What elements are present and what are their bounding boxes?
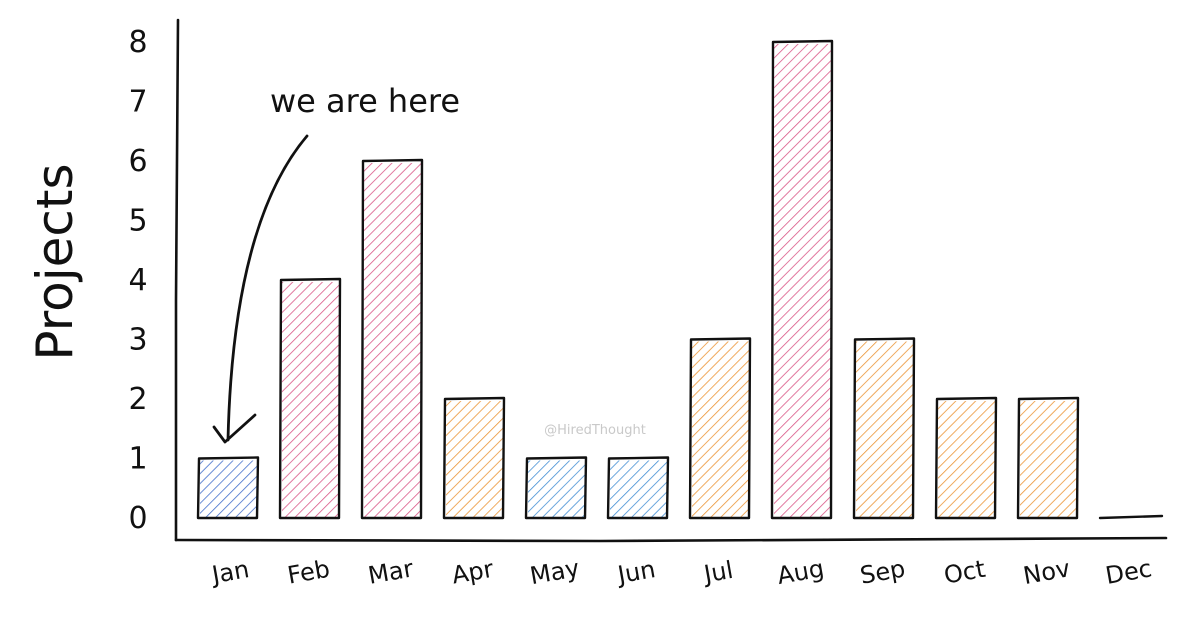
- bar-sep: [856, 341, 914, 518]
- bar-jan: [200, 460, 258, 518]
- bar-outline-sep: [852, 337, 916, 520]
- y-tick-labels: 0 1 2 3 4 5 6 7 8: [128, 25, 147, 536]
- x-tick-label-mar: Mar: [366, 554, 416, 589]
- x-tick-label-may: May: [528, 554, 582, 590]
- x-tick-label-jul: Jul: [700, 556, 735, 589]
- y-axis-label: Projects: [26, 163, 84, 360]
- x-tick-label-oct: Oct: [942, 555, 988, 590]
- bar-outline-feb: [278, 277, 342, 520]
- bar-aug: [774, 44, 832, 518]
- y-tick-label-1: 1: [128, 442, 147, 477]
- y-axis-line: [174, 18, 180, 542]
- y-tick-label-5: 5: [128, 204, 147, 239]
- y-tick-label-7: 7: [128, 85, 147, 120]
- bar-outline-apr: [442, 396, 506, 520]
- bar-jul: [692, 341, 750, 518]
- y-tick-label-6: 6: [128, 144, 147, 179]
- bar-apr: [446, 401, 504, 518]
- bar-feb: [282, 282, 340, 518]
- bar-dec: [1098, 514, 1164, 520]
- y-tick-label-8: 8: [128, 25, 147, 60]
- x-tick-label-dec: Dec: [1103, 554, 1154, 590]
- bar-outline-jun: [606, 456, 670, 520]
- bar-outline-jul: [688, 337, 752, 520]
- x-tick-label-sep: Sep: [858, 554, 907, 589]
- x-tick-labels: Jan Feb Mar Apr May Jun Jul Aug Sep Oct Nov Dec: [208, 554, 1154, 590]
- bar-outline-aug: [770, 39, 834, 520]
- bars-layer: [196, 39, 1164, 520]
- y-tick-label-2: 2: [128, 382, 147, 417]
- bar-jun: [610, 460, 668, 518]
- annotation-arrow: [226, 134, 309, 442]
- x-tick-label-apr: Apr: [450, 555, 496, 590]
- x-tick-label-nov: Nov: [1021, 554, 1072, 590]
- x-tick-label-jun: Jun: [614, 555, 658, 589]
- bar-outline-jan: [196, 456, 260, 520]
- bar-oct: [938, 401, 996, 518]
- bar-may: [528, 460, 586, 518]
- x-tick-label-aug: Aug: [775, 554, 826, 590]
- y-tick-label-4: 4: [128, 263, 147, 298]
- y-tick-label-3: 3: [128, 323, 147, 358]
- watermark: @HiredThought: [544, 423, 646, 438]
- annotation-arrowhead: [212, 413, 257, 444]
- annotation-text: we are here: [270, 82, 460, 120]
- bar-outline-nov: [1016, 396, 1080, 520]
- bar-nov: [1020, 401, 1078, 518]
- bar-outline-oct: [934, 396, 998, 520]
- y-tick-label-0: 0: [128, 501, 147, 536]
- bar-outline-mar: [360, 158, 424, 520]
- bar-mar: [364, 163, 422, 518]
- x-tick-label-jan: Jan: [208, 555, 251, 589]
- bar-outline-may: [524, 456, 588, 520]
- x-axis-line: [174, 536, 1168, 543]
- x-tick-label-feb: Feb: [285, 555, 332, 590]
